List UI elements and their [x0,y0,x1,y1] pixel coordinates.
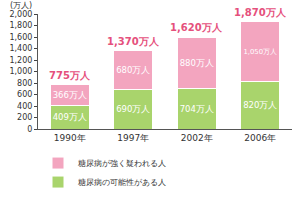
svg-text:690万人: 690万人 [116,104,150,114]
svg-text:680万人: 680万人 [116,65,150,75]
svg-text:1,870万人: 1,870万人 [234,7,287,18]
svg-text:(万人): (万人) [10,1,32,10]
svg-text:800: 800 [17,79,32,88]
svg-text:366万人: 366万人 [53,90,87,100]
svg-text:1,200: 1,200 [9,56,32,65]
svg-text:1,600: 1,600 [9,33,32,42]
svg-text:糖尿病が強く疑われる人: 糖尿病が強く疑われる人 [78,159,166,168]
svg-text:1,050万人: 1,050万人 [243,48,277,56]
svg-text:400: 400 [17,102,32,111]
svg-text:1,370万人: 1,370万人 [107,36,160,47]
svg-text:820万人: 820万人 [243,100,277,110]
svg-text:0: 0 [27,125,32,134]
svg-text:1,400: 1,400 [9,44,32,53]
svg-text:200: 200 [17,113,32,122]
svg-text:1,000: 1,000 [9,67,32,76]
svg-text:2006年: 2006年 [244,133,276,143]
svg-text:1,800: 1,800 [9,21,32,30]
svg-text:2002年: 2002年 [181,133,213,143]
svg-text:1997年: 1997年 [117,133,149,143]
svg-text:2,000: 2,000 [9,10,32,19]
svg-text:880万人: 880万人 [180,58,214,68]
svg-text:409万人: 409万人 [53,112,87,122]
svg-text:600: 600 [17,90,32,99]
svg-text:糖尿病の可能性がある人: 糖尿病の可能性がある人 [78,178,166,187]
svg-text:1,620万人: 1,620万人 [170,22,223,33]
svg-text:1990年: 1990年 [54,133,86,143]
svg-text:704万人: 704万人 [180,104,214,114]
svg-text:775万人: 775万人 [49,70,91,81]
